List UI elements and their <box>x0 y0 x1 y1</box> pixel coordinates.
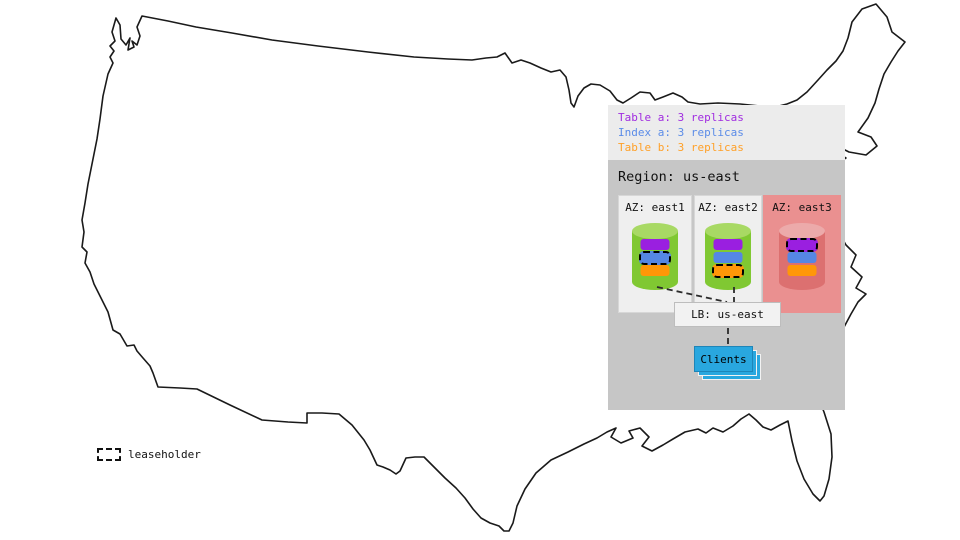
clients-box: Clients <box>694 346 753 372</box>
leaseholder-swatch-icon <box>97 448 121 461</box>
az-label-east2: AZ: east2 <box>698 201 758 214</box>
az-box-east1: AZ: east1 <box>618 195 692 313</box>
replica-bar-index-a <box>787 252 817 263</box>
legend-table-b: Table b: 3 replicas <box>618 141 744 154</box>
replica-bar-table-a <box>713 239 743 250</box>
replica-bar-table-b <box>787 265 817 276</box>
replica-bar-index-a <box>713 252 743 263</box>
az-box-east3: AZ: east3 <box>763 195 841 313</box>
clients-label: Clients <box>700 352 747 366</box>
legend-table-a: Table a: 3 replicas <box>618 111 744 124</box>
clients-stack: Clients <box>694 346 764 384</box>
az-label-east1: AZ: east1 <box>625 201 685 214</box>
replica-bar-table-a-leaseholder <box>786 238 818 252</box>
load-balancer-label: LB: us-east <box>691 308 764 321</box>
load-balancer-box: LB: us-east <box>674 302 781 327</box>
az-label-east3: AZ: east3 <box>772 201 832 214</box>
region-title: Region: us-east <box>618 169 740 185</box>
leaseholder-key-label: leaseholder <box>128 448 201 461</box>
replica-legend-panel: Table a: 3 replicas Index a: 3 replicas … <box>608 105 845 160</box>
replica-bar-table-a <box>640 239 670 250</box>
az-box-east2: AZ: east2 <box>694 195 762 313</box>
us-map-outline-path <box>81 3 906 532</box>
replica-bar-table-b <box>640 265 670 276</box>
legend-index-a: Index a: 3 replicas <box>618 126 744 139</box>
replica-bar-table-b-leaseholder <box>712 264 744 278</box>
leaseholder-key: leaseholder <box>97 448 201 461</box>
replica-bar-index-a-leaseholder <box>639 251 671 265</box>
